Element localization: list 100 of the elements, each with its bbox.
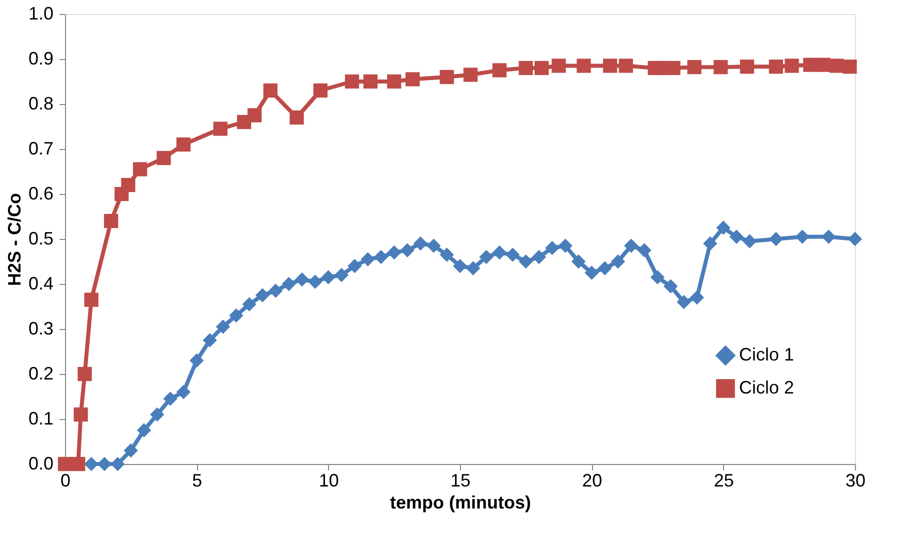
point [803, 58, 818, 72]
point [571, 254, 586, 269]
legend-label: Ciclo 2 [739, 378, 794, 398]
point [552, 58, 566, 73]
y-tick-label: 0.3 [28, 318, 54, 338]
point [74, 407, 88, 422]
x-tick-label: 20 [582, 470, 602, 490]
point [229, 308, 244, 323]
point [618, 58, 633, 73]
point [387, 74, 402, 89]
x-tick-label: 0 [60, 470, 71, 490]
point [518, 60, 533, 76]
point [387, 245, 402, 260]
point [768, 60, 784, 74]
y-tick-label: 0.7 [28, 138, 54, 158]
point [558, 238, 572, 253]
point [290, 110, 304, 125]
point [202, 333, 217, 348]
point [190, 353, 204, 368]
point [463, 68, 478, 82]
point [156, 150, 171, 166]
point [374, 250, 388, 264]
point [603, 58, 618, 73]
point [742, 234, 757, 248]
point [121, 178, 136, 192]
point [492, 245, 507, 260]
point [255, 288, 270, 302]
point [822, 230, 836, 244]
y-tick-label: 0.9 [28, 48, 54, 68]
point [795, 230, 810, 244]
point [703, 236, 718, 251]
point [176, 384, 191, 400]
point [506, 248, 520, 262]
point [71, 456, 86, 472]
point [58, 456, 72, 472]
point [176, 137, 191, 152]
point [829, 58, 844, 73]
y-tick-label: 0.1 [28, 408, 54, 428]
point [363, 74, 378, 89]
point [213, 122, 228, 136]
point [104, 214, 118, 228]
point [598, 261, 612, 276]
legend-label: Ciclo 1 [739, 344, 794, 364]
x-tick-label: 15 [450, 470, 471, 490]
point [492, 63, 507, 78]
point [360, 252, 375, 266]
point [666, 60, 680, 76]
point [124, 443, 138, 458]
y-tick-label: 0.0 [28, 454, 54, 474]
y-tick-label: 0.8 [28, 94, 54, 114]
point [263, 83, 278, 98]
point [294, 272, 310, 287]
point [714, 60, 728, 74]
y-tick-label: 1.0 [28, 4, 54, 24]
point [321, 270, 336, 284]
y-axis-title: H2S - C/Co [4, 192, 24, 286]
point [816, 58, 830, 72]
point [534, 60, 549, 76]
point [532, 250, 546, 264]
point [78, 366, 92, 382]
y-tick-label: 0.4 [28, 274, 54, 294]
point [334, 268, 349, 282]
x-tick-label: 30 [845, 470, 866, 490]
point [729, 230, 744, 244]
point [242, 297, 256, 312]
point [452, 258, 468, 274]
point [545, 240, 560, 256]
x-tick-label: 10 [318, 470, 339, 490]
point [313, 83, 328, 98]
point [84, 456, 98, 472]
point [268, 284, 283, 298]
y-tick-label: 0.2 [28, 364, 54, 384]
point [136, 423, 152, 438]
point [610, 254, 626, 269]
point [440, 248, 454, 262]
point [740, 60, 754, 74]
point [768, 232, 784, 246]
point [150, 407, 164, 422]
point [716, 220, 730, 235]
point [664, 279, 678, 294]
point [440, 70, 454, 84]
point [282, 276, 296, 292]
point [132, 162, 148, 176]
point [216, 320, 230, 334]
x-tick-label: 25 [714, 470, 734, 490]
point [426, 238, 441, 253]
point [308, 274, 322, 289]
point [637, 243, 652, 258]
point [406, 72, 420, 86]
point [348, 258, 362, 274]
point [687, 60, 702, 74]
point [413, 236, 428, 251]
y-tick-label: 0.6 [28, 184, 54, 204]
point [84, 292, 98, 307]
point [479, 250, 494, 264]
point [624, 238, 638, 253]
point [650, 270, 665, 284]
point [248, 108, 262, 122]
point [466, 261, 480, 276]
point [690, 290, 704, 305]
